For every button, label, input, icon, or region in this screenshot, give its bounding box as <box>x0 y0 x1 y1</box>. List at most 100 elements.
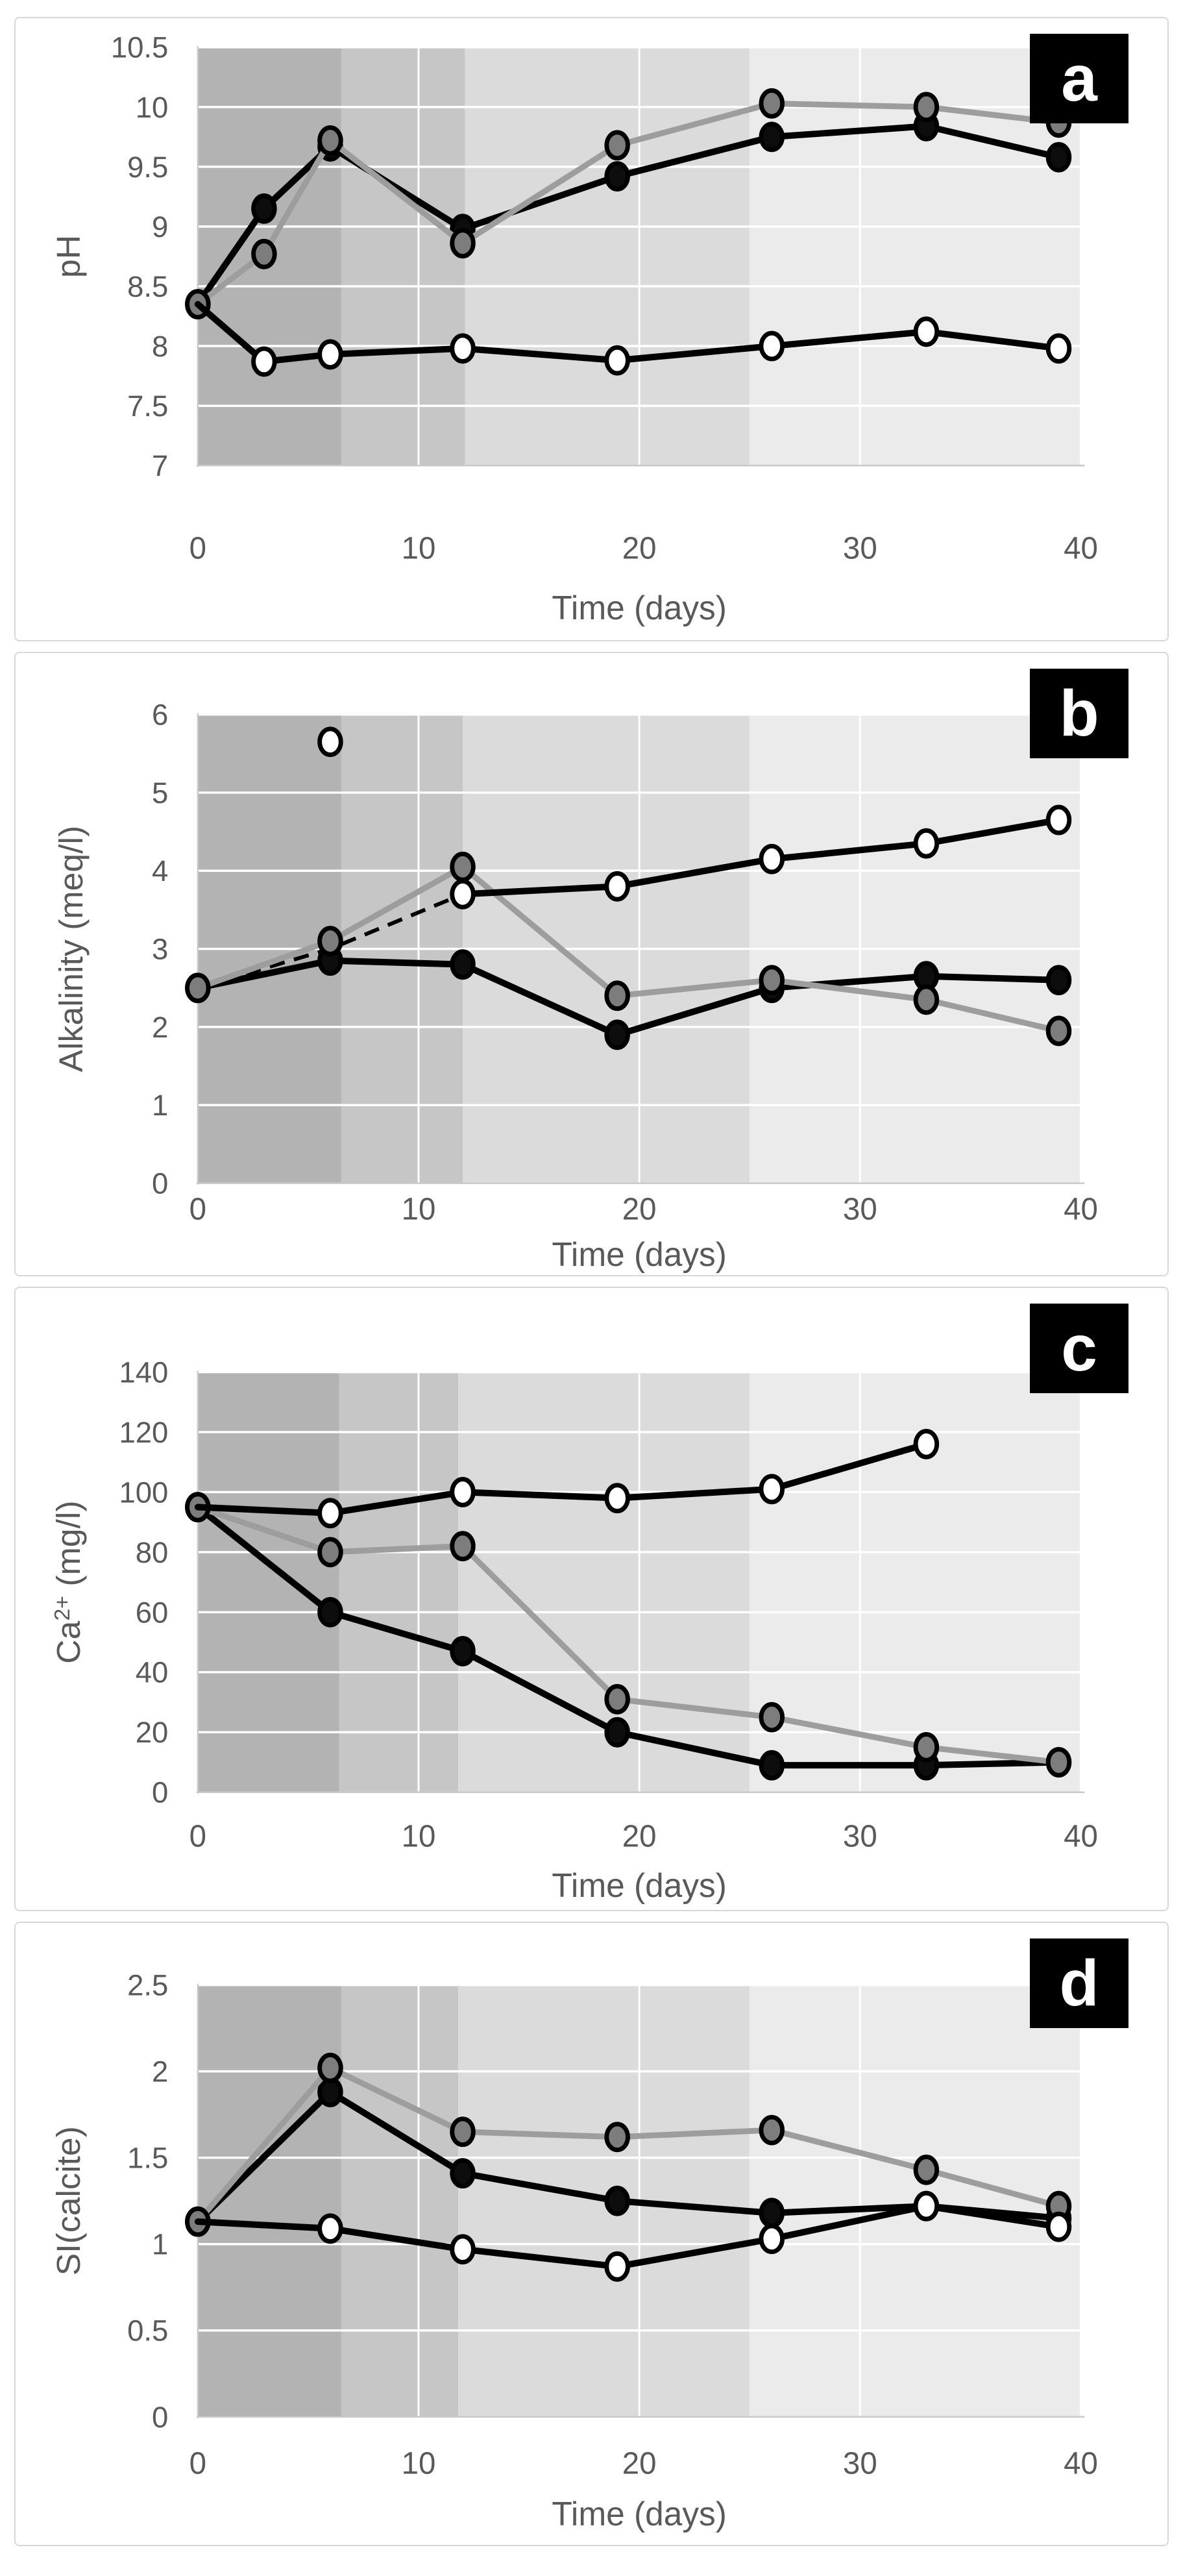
chart-panel-d: 0 0.5 1 1.5 2 2.5 0 10 20 30 40 Time (days) SI(calci… <box>14 1922 1169 2546</box>
data-point-white-open-circles <box>913 316 940 347</box>
data-point-white-open-circles <box>759 330 785 362</box>
data-point-gray-filled-circles <box>759 965 785 996</box>
y-axis-title: pH <box>49 235 87 278</box>
x-axis-tick-label: 10 <box>402 1192 436 1226</box>
data-point-gray-filled-circles <box>251 238 277 269</box>
x-axis-tick-label: 10 <box>402 1819 436 1853</box>
data-point-gray-filled-circles <box>1045 1747 1072 1777</box>
x-axis-tick-label: 0 <box>189 1192 206 1226</box>
data-point-white-open-circles <box>317 2213 343 2244</box>
y-axis-tick-label: 7 <box>152 449 168 482</box>
data-point-gray-filled-circles <box>759 88 785 119</box>
data-point-gray-filled-circles <box>759 2114 785 2146</box>
data-point-white-open-circles <box>604 871 630 902</box>
data-point-white-open-circles <box>450 878 476 910</box>
y-axis-tick-label: 10 <box>136 91 169 124</box>
panel-label-badge-c: c <box>1030 1304 1128 1393</box>
data-point-gray-filled-circles <box>913 92 940 123</box>
plot-band <box>465 47 750 466</box>
y-axis-tick-label: 120 <box>119 1416 168 1449</box>
data-point-white-open-circles <box>450 1476 476 1507</box>
x-axis-title: Time (days) <box>552 1866 726 1904</box>
x-axis-tick-label: 30 <box>843 1192 877 1226</box>
y-axis-tick-label: 4 <box>152 854 168 887</box>
y-axis-tick-label: 5 <box>152 776 168 810</box>
data-point-black-filled-circles <box>317 1596 343 1628</box>
data-point-white-open-circles <box>1045 333 1072 364</box>
y-axis-tick-label: 9.5 <box>127 151 168 184</box>
data-point-white-open-circles <box>913 1429 940 1459</box>
y-axis-tick-label: 7.5 <box>127 390 168 423</box>
data-point-white-open-circles <box>317 1498 343 1529</box>
data-point-gray-filled-circles <box>450 2116 476 2148</box>
data-point-black-filled-circles <box>759 2198 785 2229</box>
data-point-black-filled-circles <box>604 161 630 192</box>
chart-panel-a: 7 7.5 8 8.5 9 9.5 10 10.5 0 10 20 30 40 Time (days) pH… <box>14 17 1169 641</box>
data-point-white-open-circles <box>759 1474 785 1505</box>
y-axis-tick-label: 1 <box>152 2228 168 2261</box>
data-point-black-filled-circles <box>1045 965 1072 996</box>
data-point-gray-filled-circles <box>604 980 630 1011</box>
data-point-gray-filled-circles <box>317 1537 343 1568</box>
x-axis-tick-label: 10 <box>402 531 436 565</box>
y-axis-title: Alkalinity (meq/l) <box>52 826 90 1072</box>
data-point-white-open-circles <box>759 2223 785 2255</box>
y-axis-tick-label: 80 <box>136 1536 169 1569</box>
y-axis-tick-label: 8 <box>152 330 168 363</box>
data-point-gray-filled-circles <box>317 125 343 156</box>
x-axis-tick-label: 30 <box>843 1819 877 1853</box>
y-axis-tick-label: 2 <box>152 1011 168 1044</box>
data-point-white-open-circles <box>913 2190 940 2222</box>
y-axis-tick-label: 20 <box>136 1716 169 1749</box>
y-axis-tick-label: 100 <box>119 1476 168 1509</box>
data-point-black-filled-circles <box>251 193 277 224</box>
data-point-gray-filled-circles <box>913 1732 940 1763</box>
y-axis-title: Ca2+ (mg/l) <box>49 1500 87 1663</box>
panel-label-badge-a: a <box>1030 34 1128 123</box>
chart-c-calcium-vs-time: 0 20 40 60 80 100 120 140 0 10 20 30 40 Time (days) Ca… <box>49 1356 1098 1904</box>
x-axis-tick-label: 40 <box>1064 531 1098 565</box>
y-axis-tick-label: 2.5 <box>127 1968 168 2001</box>
data-point-gray-filled-circles <box>450 228 476 259</box>
data-point-black-filled-circles <box>450 2158 476 2189</box>
x-axis-tick-label: 20 <box>622 1192 657 1226</box>
data-point-white-open-circles <box>604 2251 630 2282</box>
data-point-black-filled-circles <box>604 1716 630 1748</box>
panel-label-badge-d: d <box>1030 1938 1128 2028</box>
data-point-white-open-circles <box>1045 2211 1072 2242</box>
x-axis-tick-label: 0 <box>189 2446 206 2481</box>
data-point-white-open-circles <box>450 2234 476 2265</box>
x-axis-tick-label: 30 <box>843 2446 877 2481</box>
data-point-white-open-circles <box>604 1483 630 1514</box>
plot-band <box>339 1372 459 1792</box>
x-axis-tick-label: 0 <box>189 531 206 565</box>
y-axis-tick-label: 10.5 <box>111 31 168 64</box>
data-point-gray-filled-circles <box>317 2052 343 2083</box>
data-point-white-open-circles <box>913 828 940 859</box>
data-point-white-open-circles <box>450 333 476 364</box>
four-panel-time-series-figure: 7 7.5 8 8.5 9 9.5 10 10.5 0 10 20 30 40 Time (days) pH… <box>14 17 1169 2546</box>
data-point-black-filled-circles <box>759 1750 785 1781</box>
x-axis-tick-label: 30 <box>843 531 877 565</box>
data-point-black-filled-circles <box>604 2185 630 2216</box>
series-line-gray-filled-circles <box>195 100 1062 308</box>
data-point-gray-filled-circles <box>759 1702 785 1733</box>
data-point-gray-filled-circles <box>317 926 343 956</box>
data-point-white-open-circles <box>1045 804 1072 836</box>
x-axis-tick-label: 40 <box>1064 2446 1098 2481</box>
data-point-gray-filled-circles <box>913 2154 940 2185</box>
chart-panel-b: 0 1 2 3 4 5 6 0 10 20 30 40 Time (days) Alkalinity (m… <box>14 652 1169 1276</box>
data-point-gray-filled-circles <box>450 1531 476 1562</box>
y-axis-tick-label: 1 <box>152 1089 168 1122</box>
x-axis-tick-label: 20 <box>622 531 657 565</box>
plot-band <box>341 47 465 466</box>
panel-label-badge-b: b <box>1030 669 1128 758</box>
data-point-black-filled-circles <box>1045 142 1072 173</box>
x-axis-title: Time (days) <box>552 1235 726 1273</box>
y-axis-tick-label: 0 <box>152 2401 168 2434</box>
data-point-gray-filled-circles <box>604 130 630 161</box>
data-point-white-open-circles <box>317 339 343 370</box>
x-axis-tick-label: 20 <box>622 1819 657 1853</box>
chart-d-si-calcite-vs-time: 0 0.5 1 1.5 2 2.5 0 10 20 30 40 Time (days) SI(calci… <box>49 1968 1098 2533</box>
data-point-black-filled-circles <box>759 121 785 153</box>
